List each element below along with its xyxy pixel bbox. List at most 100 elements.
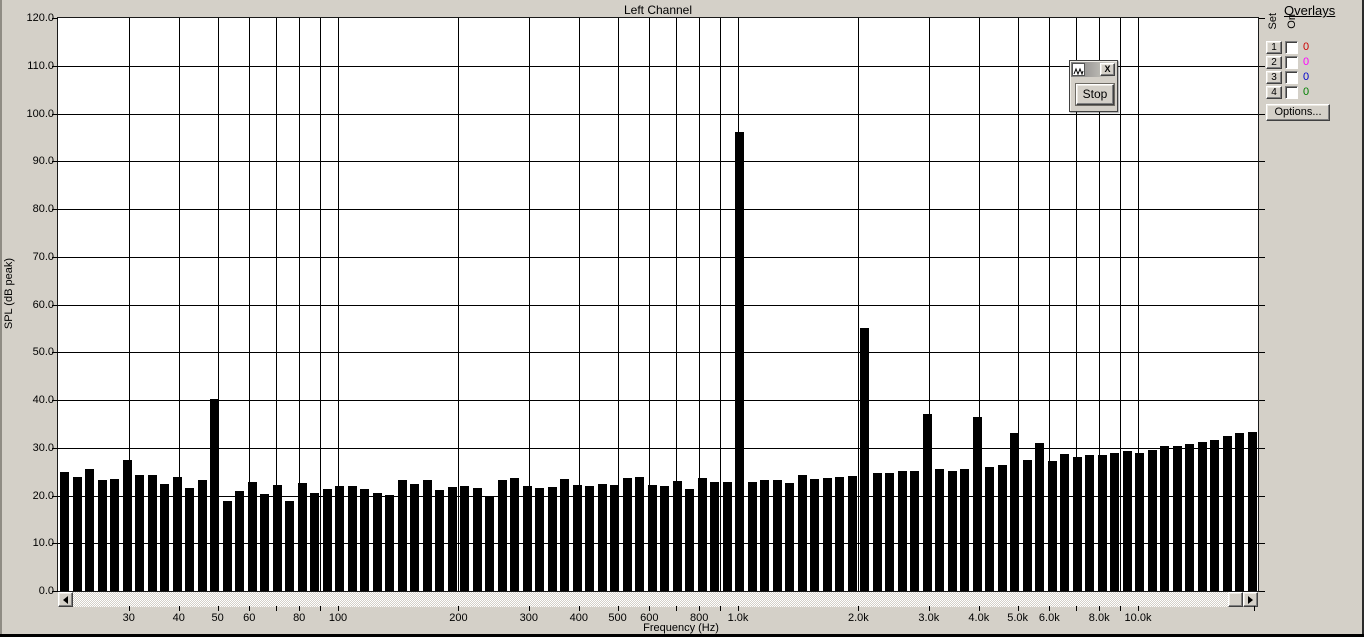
spectrum-bar <box>972 417 982 591</box>
overlay-set-button-1[interactable]: 1 <box>1266 41 1282 54</box>
x-axis-tick <box>649 606 651 611</box>
overlay-set-button-2[interactable]: 2 <box>1266 56 1282 69</box>
spectrum-bar <box>697 477 707 591</box>
spectrum-bar <box>72 477 82 591</box>
spectrum-bar <box>1072 456 1082 591</box>
x-axis-tick <box>458 606 460 611</box>
spectrum-bar <box>160 484 170 591</box>
spectrum-bar <box>585 486 595 591</box>
waveform-icon[interactable] <box>1072 63 1085 76</box>
spectrum-bar <box>785 483 795 591</box>
y-axis-tick <box>1259 591 1265 592</box>
spectrum-bar <box>822 478 832 591</box>
gridline-vertical <box>1099 18 1101 591</box>
overlay-set-button-3[interactable]: 3 <box>1266 71 1282 84</box>
gridline-horizontal <box>58 209 1258 210</box>
x-axis-tick <box>617 606 619 611</box>
window-edge-left <box>0 0 2 637</box>
y-axis-tick <box>52 209 58 210</box>
y-axis-tick <box>52 113 58 115</box>
on-column-label: On <box>1286 14 1298 29</box>
scroll-left-button[interactable] <box>58 592 73 607</box>
spectrum-bar <box>647 484 657 591</box>
spectrum-bar <box>547 487 557 591</box>
x-tick-label: 3.0k <box>918 612 940 624</box>
gridline-vertical <box>858 18 860 591</box>
chart-title: Left Channel <box>623 3 693 17</box>
spectrum-bar <box>710 482 720 591</box>
x-axis-tick <box>178 606 180 611</box>
spectrum-bar <box>510 477 520 591</box>
x-axis-tick <box>1254 606 1255 611</box>
x-tick-label: 80 <box>293 612 306 624</box>
gridline-vertical <box>299 18 301 591</box>
close-button[interactable]: X <box>1100 63 1115 76</box>
spectrum-bar <box>685 488 695 591</box>
scrollbar-track[interactable] <box>58 592 1258 607</box>
x-axis-tick <box>338 606 339 611</box>
x-tick-label: 30 <box>122 612 135 624</box>
x-tick-label: 600 <box>640 612 659 624</box>
mini-window-titlebar[interactable]: X <box>1071 62 1116 77</box>
x-axis-tick <box>676 606 677 611</box>
x-tick-label: 100 <box>328 612 348 624</box>
gridline-vertical <box>1138 18 1139 591</box>
spectrum-bar <box>360 488 370 591</box>
y-axis-tick <box>1259 495 1265 497</box>
y-axis-tick <box>1259 447 1265 449</box>
x-axis-tick <box>128 606 130 611</box>
overlay-on-checkbox-4[interactable] <box>1285 86 1298 99</box>
spectrum-bar <box>747 482 757 591</box>
overlay-set-button-4[interactable]: 4 <box>1266 86 1282 99</box>
y-tick-label: 10.0 <box>32 537 54 550</box>
x-axis-tick <box>978 606 980 611</box>
spectrum-bar <box>735 131 745 591</box>
spectrum-bar <box>660 485 670 591</box>
stop-button[interactable]: Stop <box>1075 83 1115 106</box>
x-tick-label: 5.0k <box>1007 612 1028 624</box>
spectrum-bar <box>1147 449 1157 591</box>
spectrum-bar <box>572 484 582 591</box>
y-axis-tick <box>52 256 58 258</box>
y-tick-label: 80.0 <box>32 203 54 215</box>
overlay-on-checkbox-1[interactable] <box>1285 41 1298 54</box>
overlay-on-checkbox-3[interactable] <box>1285 71 1298 84</box>
frequency-scrollbar[interactable] <box>58 592 1258 607</box>
gridline-vertical <box>928 18 930 591</box>
spectrum-bar <box>960 468 970 591</box>
y-tick-label: 70.0 <box>32 250 54 263</box>
scrollbar-thumb[interactable] <box>1228 592 1243 607</box>
y-axis-tick <box>1259 209 1265 210</box>
spectrum-bar <box>997 465 1007 591</box>
scroll-right-button[interactable] <box>1243 592 1258 607</box>
spectrum-bar <box>485 496 495 591</box>
gridline-vertical <box>178 18 180 591</box>
gridline-vertical <box>617 18 619 591</box>
spectrum-bar <box>885 473 895 591</box>
options-button[interactable]: Options... <box>1266 104 1330 121</box>
y-tick-label: 40.0 <box>32 394 54 406</box>
x-axis-tick <box>1119 606 1121 611</box>
overlay-on-checkbox-2[interactable] <box>1285 56 1298 69</box>
x-tick-label: 200 <box>449 612 468 624</box>
set-column-label: Set <box>1267 13 1279 30</box>
overlays-header: Overlays <box>1284 3 1336 18</box>
x-axis-tick <box>928 606 930 611</box>
y-axis-tick <box>1259 161 1265 163</box>
gridline-horizontal <box>58 352 1258 354</box>
overlay-value-3: 0 <box>1303 71 1310 83</box>
spectrum-bar <box>122 460 132 591</box>
x-axis-tick <box>276 606 277 611</box>
spectrum-bar <box>622 477 632 591</box>
spectrum-bar <box>197 480 207 591</box>
x-tick-label: 300 <box>519 612 538 624</box>
gridline-vertical <box>578 18 580 591</box>
y-axis-tick <box>52 495 58 497</box>
spectrum-bar <box>210 398 220 591</box>
spectrum-bar <box>447 487 457 591</box>
spectrum-bar <box>1122 450 1132 591</box>
x-axis-tick <box>719 606 721 611</box>
x-axis-tick <box>299 606 301 611</box>
spectrum-bar <box>185 487 195 591</box>
window-edge-bottom <box>0 634 1364 637</box>
